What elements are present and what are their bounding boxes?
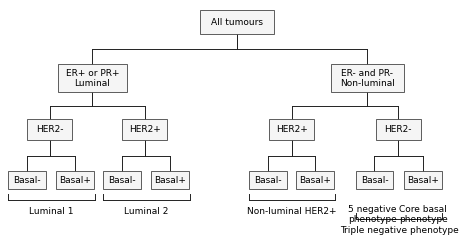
FancyBboxPatch shape: [56, 171, 94, 189]
Text: HER2+: HER2+: [276, 125, 307, 134]
Text: Basal+: Basal+: [154, 176, 186, 184]
Text: Basal+: Basal+: [407, 176, 439, 184]
FancyBboxPatch shape: [356, 171, 393, 189]
FancyBboxPatch shape: [269, 120, 314, 140]
FancyBboxPatch shape: [249, 171, 287, 189]
FancyBboxPatch shape: [151, 171, 189, 189]
FancyBboxPatch shape: [296, 171, 334, 189]
Text: HER2-: HER2-: [384, 125, 412, 134]
FancyBboxPatch shape: [200, 10, 274, 34]
Text: HER2-: HER2-: [36, 125, 64, 134]
FancyBboxPatch shape: [331, 64, 404, 93]
Text: Triple negative phenotype: Triple negative phenotype: [340, 226, 458, 235]
FancyBboxPatch shape: [8, 171, 46, 189]
Text: Basal-: Basal-: [254, 176, 282, 184]
Text: Basal-: Basal-: [361, 176, 388, 184]
Text: ER+ or PR+
Luminal: ER+ or PR+ Luminal: [66, 69, 119, 88]
Text: Basal-: Basal-: [13, 176, 41, 184]
Text: Basal+: Basal+: [59, 176, 91, 184]
Text: Luminal 2: Luminal 2: [124, 207, 169, 216]
Text: 5 negative
phenotype: 5 negative phenotype: [348, 205, 397, 224]
FancyBboxPatch shape: [122, 120, 167, 140]
Text: Core basal
phenotype: Core basal phenotype: [399, 205, 447, 224]
Text: Basal-: Basal-: [109, 176, 136, 184]
Text: Basal+: Basal+: [299, 176, 331, 184]
FancyBboxPatch shape: [103, 171, 141, 189]
FancyBboxPatch shape: [375, 120, 420, 140]
Text: Luminal 1: Luminal 1: [29, 207, 73, 216]
Text: HER2+: HER2+: [129, 125, 160, 134]
Text: All tumours: All tumours: [211, 18, 263, 26]
FancyBboxPatch shape: [27, 120, 72, 140]
Text: Non-luminal HER2+: Non-luminal HER2+: [247, 207, 337, 216]
FancyBboxPatch shape: [404, 171, 442, 189]
FancyBboxPatch shape: [58, 64, 127, 93]
Text: ER- and PR-
Non-luminal: ER- and PR- Non-luminal: [340, 69, 395, 88]
